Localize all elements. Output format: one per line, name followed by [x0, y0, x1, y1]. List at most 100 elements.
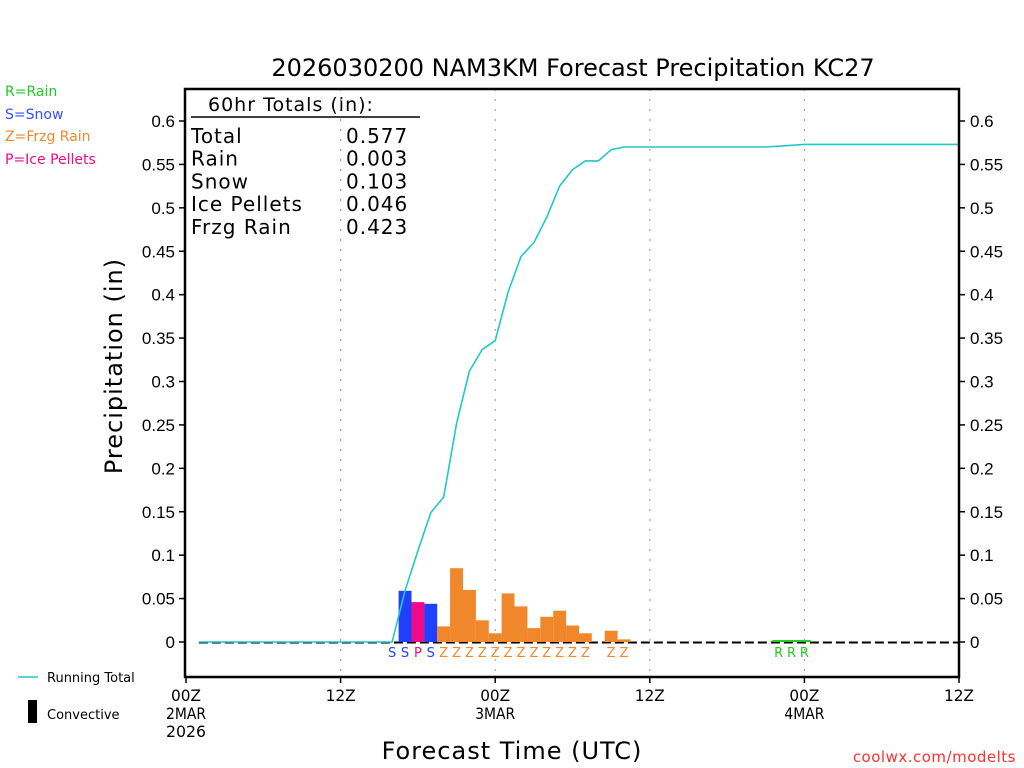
y-axis-label: Precipitation (in) [100, 258, 128, 474]
plot-frame [183, 87, 961, 679]
bars-group [398, 568, 811, 642]
legend-snow: S=Snow [5, 107, 63, 123]
x-tick-label: 2026 [166, 722, 206, 741]
x-tick-label: 00Z [171, 686, 201, 705]
precip-bar-Z [437, 626, 451, 642]
x-tick-label: 12Z [326, 686, 356, 705]
totals-row-value: 0.577 [346, 124, 408, 148]
type-label-P: P [414, 646, 422, 661]
y-tick-label-right: 0.25 [970, 416, 1003, 435]
x-tick-label: 00Z [789, 686, 819, 705]
y-tick-label-left: 0.6 [151, 112, 175, 131]
legend-ice-pellets: P=Ice Pellets [5, 152, 96, 168]
precip-bar-Z [617, 639, 631, 642]
precip-bar-Z [514, 606, 528, 642]
y-tick-label-left: 0 [166, 633, 175, 652]
type-label-Z: Z [542, 646, 551, 661]
precip-bar-Z [475, 620, 489, 642]
y-tick-label-right: 0.4 [970, 286, 994, 305]
y-tick-label-right: 0.45 [970, 242, 1003, 261]
precip-bar-Z [488, 633, 502, 642]
x-tick-label: 3MAR [475, 704, 515, 723]
x-tick-label: 2MAR [166, 704, 206, 723]
type-label-Z: Z [465, 646, 474, 661]
type-label-S: S [401, 646, 409, 661]
y-tick-label-left: 0.4 [151, 286, 175, 305]
totals-title: 60hr Totals (in): [208, 94, 374, 116]
totals-box: 60hr Totals (in): Total 0.577 Rain 0.003 Sno… [190, 94, 420, 239]
y-tick-label-right: 0.6 [970, 112, 994, 131]
y-axis-ticks: 0 0 0.05 0.05 0.1 0.1 0.15 0.15 0.2 0.2 0.25 0.25 0.… [142, 112, 1003, 652]
y-tick-label-left: 0.2 [151, 459, 175, 478]
precip-bar-R [785, 640, 798, 642]
y-tick-label-left: 0.45 [142, 242, 175, 261]
precip-bar-R [798, 640, 811, 642]
running-total-legend-label: Running Total [47, 671, 135, 686]
precip-bar-Z [450, 568, 463, 642]
running-total-line [198, 143, 959, 643]
y-tick-label-left: 0.5 [151, 199, 175, 218]
precip-bar-Z [578, 633, 592, 642]
y-tick-label-left: 0.25 [142, 416, 175, 435]
precip-bar-S [398, 590, 412, 642]
chart-title: 2026030200 NAM3KM Forecast Precipitation… [271, 54, 874, 82]
y-tick-label-right: 0 [970, 633, 979, 652]
watermark: coolwx.com/modelts [853, 748, 1016, 766]
type-label-Z: Z [581, 646, 590, 661]
y-tick-label-right: 0.35 [970, 329, 1003, 348]
totals-row-value: 0.046 [346, 192, 408, 216]
running-total-group [198, 143, 959, 643]
x-tick-label: 12Z [944, 686, 974, 705]
y-tick-label-left: 0.1 [151, 546, 175, 565]
x-tick-label: 12Z [635, 686, 665, 705]
type-label-Z: Z [491, 646, 500, 661]
convective-legend-swatch [28, 700, 37, 723]
y-tick-label-right: 0.55 [970, 155, 1003, 174]
y-tick-label-left: 0.55 [142, 155, 175, 174]
precip-bar-Z [501, 593, 515, 642]
y-tick-label-left: 0.05 [142, 590, 175, 609]
y-tick-label-right: 0.5 [970, 199, 994, 218]
y-tick-label-left: 0.35 [142, 329, 175, 348]
type-label-Z: Z [504, 646, 513, 661]
type-label-S: S [388, 646, 396, 661]
y-tick-label-right: 0.3 [970, 373, 994, 392]
totals-row-label: Snow [191, 169, 249, 193]
type-label-Z: Z [620, 646, 629, 661]
precip-bar-Z [566, 625, 579, 642]
y-tick-label-right: 0.15 [970, 503, 1003, 522]
totals-row-label: Ice Pellets [191, 192, 303, 216]
type-label-R: R [800, 646, 809, 661]
y-tick-label-right: 0.2 [970, 459, 994, 478]
y-tick-label-right: 0.05 [970, 590, 1003, 609]
precip-bar-P [411, 602, 425, 642]
precip-bar-S [424, 603, 438, 642]
totals-row-value: 0.423 [346, 215, 408, 239]
precip-bar-Z [463, 589, 476, 642]
type-label-Z: Z [452, 646, 461, 661]
type-label-Z: Z [517, 646, 526, 661]
type-label-Z: Z [555, 646, 564, 661]
convective-legend-label: Convective [47, 708, 120, 723]
precip-bar-R [772, 640, 786, 642]
type-label-Z: Z [478, 646, 487, 661]
x-tick-label: 00Z [480, 686, 510, 705]
type-label-S: S [427, 646, 435, 661]
precip-bar-Z [553, 610, 567, 642]
legend-rain: R=Rain [5, 84, 57, 100]
type-label-Z: Z [607, 646, 616, 661]
totals-row-label: Frzg Rain [191, 215, 292, 239]
type-label-R: R [774, 646, 783, 661]
gridlines [340, 89, 805, 677]
x-tick-label: 4MAR [784, 704, 824, 723]
y-tick-label-right: 0.1 [970, 546, 994, 565]
precip-bar-Z [604, 630, 618, 642]
y-tick-label-left: 0.15 [142, 503, 175, 522]
totals-row-value: 0.003 [346, 147, 408, 171]
precip-bar-Z [527, 628, 541, 642]
precip-bar-Z [540, 616, 554, 642]
type-label-Z: Z [568, 646, 577, 661]
